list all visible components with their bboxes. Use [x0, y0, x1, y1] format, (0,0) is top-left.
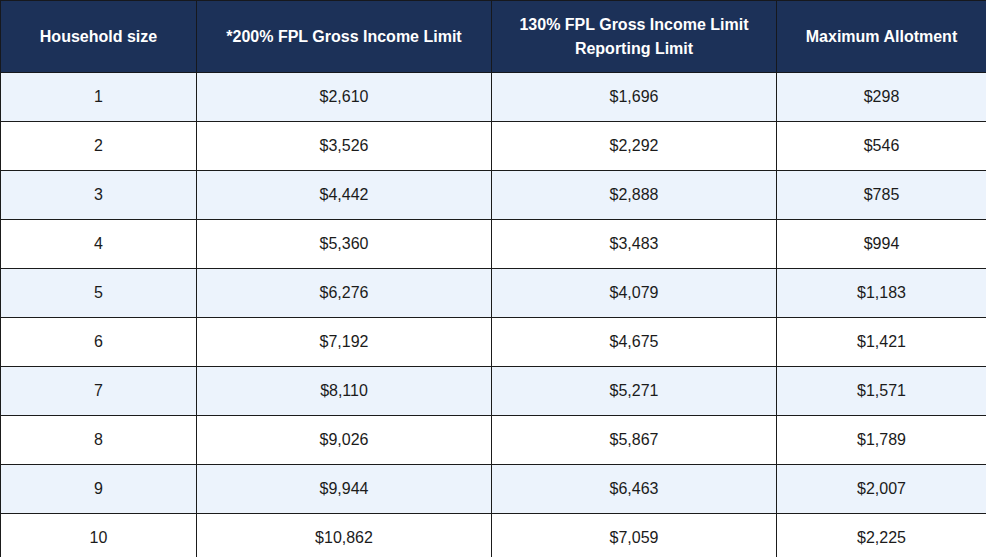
cell-maximum-allotment: $994	[777, 220, 986, 269]
cell-maximum-allotment: $1,571	[777, 367, 986, 416]
cell-household-size: 5	[1, 269, 197, 318]
cell-maximum-allotment: $2,225	[777, 514, 986, 557]
cell-household-size: 1	[1, 73, 197, 122]
cell-household-size: 2	[1, 122, 197, 171]
table-row: 10 $10,862 $7,059 $2,225	[1, 514, 986, 557]
cell-200-fpl-limit: $4,442	[197, 171, 492, 220]
cell-200-fpl-limit: $2,610	[197, 73, 492, 122]
table-row: 2 $3,526 $2,292 $546	[1, 122, 986, 171]
cell-maximum-allotment: $1,789	[777, 416, 986, 465]
cell-200-fpl-limit: $5,360	[197, 220, 492, 269]
table-row: 5 $6,276 $4,079 $1,183	[1, 269, 986, 318]
cell-130-fpl-limit: $5,271	[492, 367, 777, 416]
cell-household-size: 9	[1, 465, 197, 514]
cell-130-fpl-limit: $5,867	[492, 416, 777, 465]
cell-maximum-allotment: $1,421	[777, 318, 986, 367]
cell-200-fpl-limit: $3,526	[197, 122, 492, 171]
cell-200-fpl-limit: $6,276	[197, 269, 492, 318]
cell-130-fpl-limit: $1,696	[492, 73, 777, 122]
cell-200-fpl-limit: $7,192	[197, 318, 492, 367]
cell-maximum-allotment: $785	[777, 171, 986, 220]
cell-household-size: 8	[1, 416, 197, 465]
cell-200-fpl-limit: $10,862	[197, 514, 492, 557]
table-row: 3 $4,442 $2,888 $785	[1, 171, 986, 220]
cell-household-size: 4	[1, 220, 197, 269]
cell-household-size: 6	[1, 318, 197, 367]
cell-maximum-allotment: $1,183	[777, 269, 986, 318]
table-row: 8 $9,026 $5,867 $1,789	[1, 416, 986, 465]
cell-maximum-allotment: $2,007	[777, 465, 986, 514]
table-row: 4 $5,360 $3,483 $994	[1, 220, 986, 269]
cell-130-fpl-limit: $4,675	[492, 318, 777, 367]
column-header-household-size: Household size	[1, 1, 197, 73]
column-header-200-fpl-gross-income-limit: *200% FPL Gross Income Limit	[197, 1, 492, 73]
cell-130-fpl-limit: $7,059	[492, 514, 777, 557]
cell-130-fpl-limit: $3,483	[492, 220, 777, 269]
income-limits-table: Household size *200% FPL Gross Income Li…	[0, 0, 986, 557]
cell-household-size: 3	[1, 171, 197, 220]
cell-130-fpl-limit: $2,888	[492, 171, 777, 220]
column-header-maximum-allotment: Maximum Allotment	[777, 1, 986, 73]
cell-200-fpl-limit: $8,110	[197, 367, 492, 416]
table-row: 7 $8,110 $5,271 $1,571	[1, 367, 986, 416]
table-row: 1 $2,610 $1,696 $298	[1, 73, 986, 122]
cell-130-fpl-limit: $6,463	[492, 465, 777, 514]
cell-household-size: 7	[1, 367, 197, 416]
column-header-130-fpl-reporting-limit: 130% FPL Gross Income Limit Reporting Li…	[492, 1, 777, 73]
header-row: Household size *200% FPL Gross Income Li…	[1, 1, 986, 73]
table-row: 6 $7,192 $4,675 $1,421	[1, 318, 986, 367]
cell-maximum-allotment: $298	[777, 73, 986, 122]
cell-130-fpl-limit: $2,292	[492, 122, 777, 171]
cell-maximum-allotment: $546	[777, 122, 986, 171]
cell-household-size: 10	[1, 514, 197, 557]
table-row: 9 $9,944 $6,463 $2,007	[1, 465, 986, 514]
cell-130-fpl-limit: $4,079	[492, 269, 777, 318]
cell-200-fpl-limit: $9,026	[197, 416, 492, 465]
cell-200-fpl-limit: $9,944	[197, 465, 492, 514]
